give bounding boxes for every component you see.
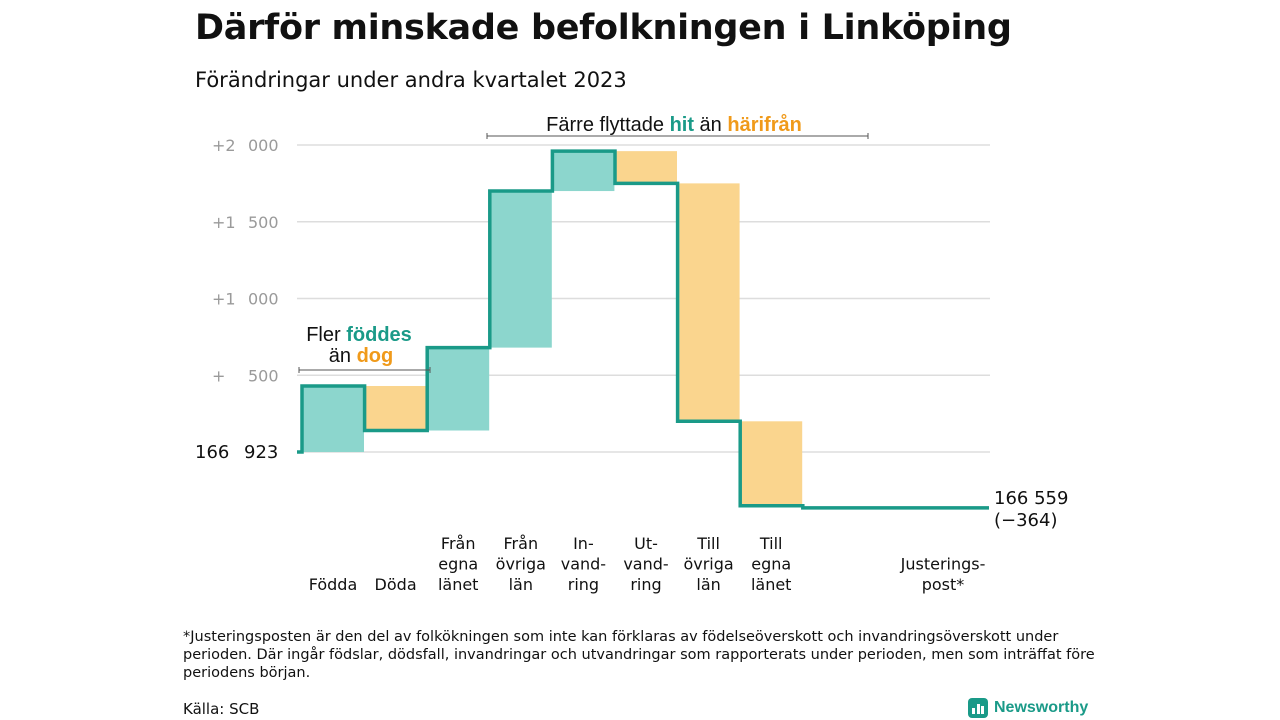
- category-label: Ut-: [634, 534, 658, 553]
- brand-name: Newsworthy: [994, 699, 1089, 716]
- category-label: län: [509, 575, 533, 594]
- migration-annotation-text: än: [694, 114, 727, 136]
- bar-decrease: [677, 183, 740, 422]
- page-title: Därför minskade befolkningen i Linköping: [195, 8, 1012, 48]
- category-label: Födda: [309, 575, 358, 594]
- category-label: Till: [696, 534, 720, 553]
- y-tick-label-sign: +2: [212, 136, 236, 155]
- births-annotation-text: Fler: [306, 324, 346, 346]
- bar-decrease: [615, 151, 677, 184]
- bar-decrease: [740, 421, 803, 506]
- category-label: Justerings-: [900, 555, 986, 574]
- bar-increase: [427, 347, 490, 431]
- category-label: Till: [759, 534, 783, 553]
- y-tick-label-sign: +1: [212, 213, 236, 232]
- y-tick-label-value: 000: [248, 136, 279, 155]
- migration-out-highlight: härifrån: [727, 113, 801, 136]
- y-tick-label-value: 000: [248, 290, 279, 309]
- y-tick-label-sign: +: [212, 366, 225, 385]
- births-highlight: föddes: [346, 324, 412, 346]
- source-label: Källa: SCB: [183, 700, 260, 718]
- category-label: egna: [438, 555, 478, 574]
- bar-chart-logo-icon: [968, 698, 988, 718]
- category-label: Från: [441, 534, 476, 553]
- category-label: övriga: [496, 555, 546, 574]
- category-label: länet: [751, 575, 792, 594]
- bar-decrease: [364, 385, 427, 431]
- category-label: vand-: [561, 555, 606, 574]
- start-value-label: 923: [244, 442, 278, 463]
- category-label: Från: [504, 534, 539, 553]
- category-label: ring: [568, 575, 599, 594]
- deaths-highlight: dog: [357, 345, 394, 367]
- end-value-label: 166 559: [994, 488, 1068, 509]
- footnote: *Justeringsposten är den del av folkökni…: [183, 629, 1095, 681]
- y-tick-label-value: 500: [248, 213, 279, 232]
- net-change-label: (−364): [994, 510, 1057, 531]
- category-label: ring: [630, 575, 661, 594]
- cumulative-line: [297, 149, 989, 510]
- y-tick-label-value: 500: [248, 366, 279, 385]
- category-label: egna: [751, 555, 791, 574]
- bar-increase: [552, 151, 615, 192]
- start-value-label: 166: [195, 442, 229, 463]
- births-annotation-line1: Fler föddes: [306, 324, 412, 346]
- bar-increase: [302, 385, 364, 452]
- births-annotation-text: än: [329, 345, 357, 367]
- category-label: länet: [438, 575, 479, 594]
- y-tick-label-sign: +1: [212, 290, 236, 309]
- category-label: vand-: [623, 555, 668, 574]
- category-label: övriga: [683, 555, 733, 574]
- category-label: In-: [573, 534, 594, 553]
- migration-annotation: Färre flyttade hit än härifrån: [546, 113, 802, 136]
- category-label: Döda: [375, 575, 417, 594]
- page-subtitle: Förändringar under andra kvartalet 2023: [195, 68, 627, 92]
- category-label: post*: [922, 575, 965, 594]
- births-annotation-line2: än dog: [329, 345, 393, 367]
- migration-annotation-text: Färre flyttade: [546, 114, 669, 136]
- category-label: län: [696, 575, 720, 594]
- brand: Newsworthy: [968, 697, 1088, 719]
- migration-in-highlight: hit: [670, 114, 695, 136]
- bar-increase: [489, 191, 552, 348]
